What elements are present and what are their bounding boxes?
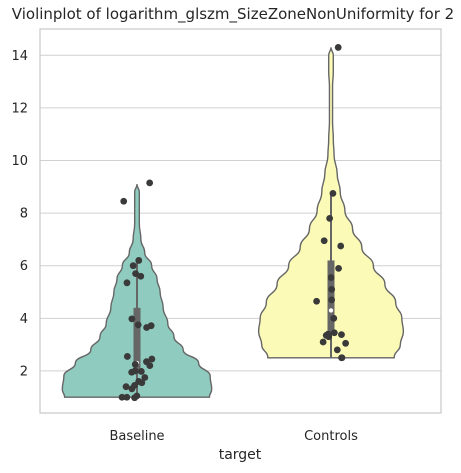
data-point: [137, 368, 145, 375]
data-point: [335, 264, 342, 272]
data-point: [138, 379, 146, 387]
data-point: [337, 242, 345, 250]
data-point: [123, 393, 131, 401]
data-point: [128, 368, 136, 376]
data-point: [135, 257, 143, 264]
violin-layer: [61, 47, 405, 398]
data-point: [325, 333, 333, 341]
y-tick-label: 4: [20, 312, 28, 327]
plot-frame: [39, 28, 442, 414]
data-point: [123, 353, 131, 360]
data-point: [141, 374, 149, 381]
data-point: [146, 362, 154, 370]
data-point: [328, 296, 336, 304]
data-point: [118, 393, 126, 401]
x-tick-label: Baseline: [109, 429, 164, 444]
data-point: [134, 321, 142, 329]
data-point: [342, 339, 350, 347]
data-point: [319, 338, 327, 346]
x-tick-labels: Baseline Controls: [109, 429, 358, 444]
y-tick-label: 2: [20, 364, 28, 379]
data-point: [128, 385, 136, 393]
x-axis-label: target: [219, 447, 262, 463]
data-point: [143, 324, 151, 331]
data-point: [129, 262, 137, 270]
data-point: [120, 197, 128, 205]
data-point: [330, 314, 338, 322]
data-point: [131, 394, 139, 402]
data-point: [128, 315, 136, 323]
y-tick-label: 6: [20, 259, 28, 274]
y-tick-label: 14: [11, 49, 28, 64]
data-point: [329, 189, 337, 197]
y-tick-label: 8: [20, 207, 28, 222]
x-tick-label: Controls: [304, 429, 358, 444]
data-point: [313, 297, 320, 305]
y-tick-label: 12: [11, 101, 28, 116]
data-point: [327, 274, 335, 281]
data-point: [122, 383, 130, 391]
data-point: [123, 279, 131, 287]
data-point: [320, 237, 328, 245]
data-point: [338, 354, 345, 362]
median-marker-controls: [328, 308, 334, 313]
data-point: [131, 360, 139, 368]
data-point: [146, 179, 154, 187]
data-point: [334, 44, 342, 51]
y-tick-label: 10: [11, 154, 28, 169]
data-point: [330, 329, 338, 337]
data-point: [326, 214, 334, 222]
data-point: [338, 331, 345, 339]
iqr-box-baseline: [133, 307, 141, 374]
chart-title: Violinplot of logarithm_glszm_SizeZoneNo…: [12, 5, 454, 24]
point-layer: [118, 44, 350, 402]
data-point: [333, 346, 341, 354]
data-point: [328, 285, 336, 293]
data-point: [137, 272, 145, 280]
data-point: [148, 355, 156, 363]
y-tick-labels: 2 4 6 8 10 12 14: [11, 49, 28, 380]
data-point: [132, 270, 140, 278]
